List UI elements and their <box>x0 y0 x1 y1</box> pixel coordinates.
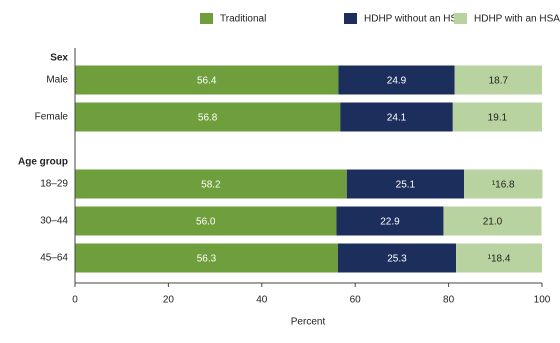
value-label: 24.9 <box>387 76 407 87</box>
value-label: 58.2 <box>201 180 221 191</box>
bar-segment <box>337 243 457 273</box>
x-axis-label: Percent <box>291 317 326 328</box>
y-tick-label: 18–29 <box>40 179 68 190</box>
bar-segment <box>456 243 542 273</box>
group-label: Sex <box>50 53 68 64</box>
bar-segment <box>75 169 347 199</box>
value-label: ¹16.8 <box>492 180 515 191</box>
x-tick-label: 20 <box>163 295 175 306</box>
bar-segment <box>75 206 337 236</box>
value-label: 56.3 <box>197 254 217 265</box>
bar-segment <box>75 65 339 95</box>
x-tick-label: 0 <box>72 295 78 306</box>
value-label: 18.7 <box>489 76 509 87</box>
bar-segment <box>75 102 341 132</box>
x-tick-label: 100 <box>534 295 551 306</box>
y-tick-label: 30–44 <box>40 216 68 227</box>
bar-segment <box>452 102 542 132</box>
value-label: 22.9 <box>380 217 400 228</box>
legend-label: HDHP without an HSA <box>364 14 464 25</box>
legend-label: HDHP with an HSA <box>474 14 560 25</box>
bar-segment <box>340 102 453 132</box>
legend-swatch <box>200 13 213 24</box>
bar-segment <box>338 65 455 95</box>
bar-segment <box>336 206 444 236</box>
legend-swatch <box>344 13 357 24</box>
x-tick-label: 80 <box>443 295 455 306</box>
legend-label: Traditional <box>220 14 266 25</box>
value-label: 21.0 <box>483 217 503 228</box>
y-tick-label: Female <box>35 112 69 123</box>
group-label: Age group <box>18 157 68 168</box>
value-label: 56.0 <box>196 217 216 228</box>
legend-swatch <box>454 13 467 24</box>
y-tick-label: Male <box>46 75 68 86</box>
bar-segment <box>443 206 542 236</box>
bar-segment <box>464 169 543 199</box>
y-tick-label: 45–64 <box>40 253 68 264</box>
value-label: 25.1 <box>396 180 416 191</box>
x-tick-label: 40 <box>256 295 268 306</box>
bar-segment <box>346 169 465 199</box>
x-tick-label: 60 <box>350 295 362 306</box>
value-label: 19.1 <box>488 113 508 124</box>
value-label: 56.4 <box>197 76 217 87</box>
bar-segment <box>454 65 542 95</box>
bar-segment <box>75 243 338 273</box>
value-label: 25.3 <box>387 254 407 265</box>
value-label: 56.8 <box>198 113 218 124</box>
value-label: 24.1 <box>387 113 407 124</box>
value-label: ¹18.4 <box>488 254 511 265</box>
